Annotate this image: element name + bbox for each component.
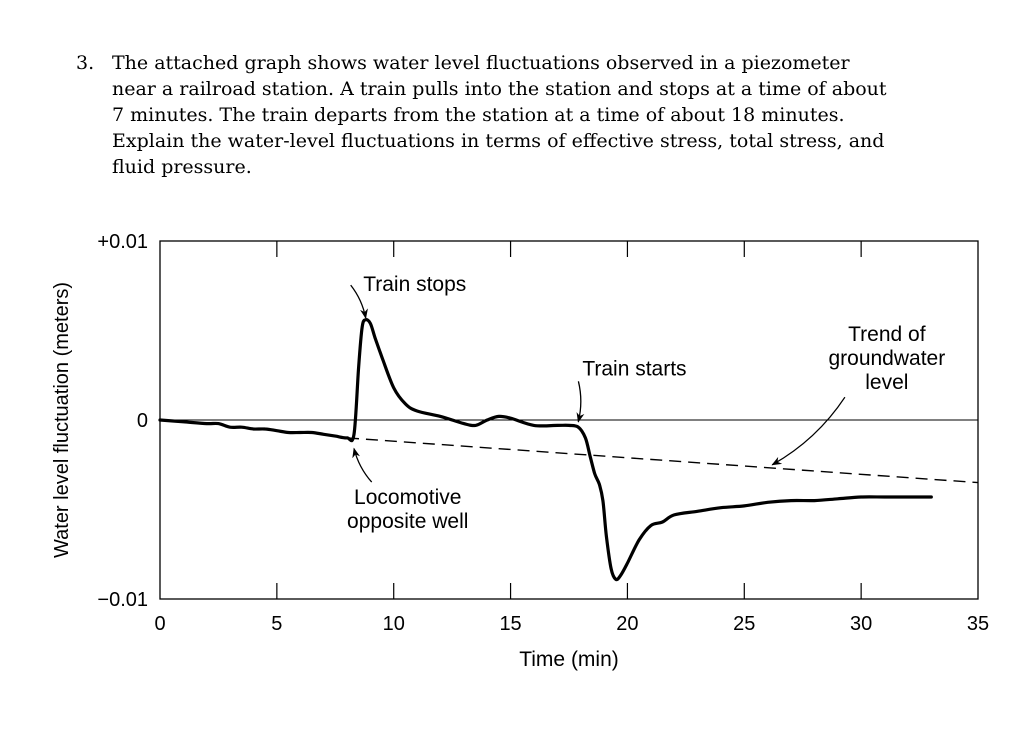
annotation-text-line: groundwater <box>828 347 945 370</box>
y-tick-label: −0.01 <box>97 589 148 611</box>
x-tick-label: 0 <box>154 613 165 635</box>
x-tick-label: 35 <box>967 613 989 635</box>
question-line: Explain the water-level fluctuations in … <box>112 130 885 152</box>
question-text: 3. The attached graph shows water level … <box>76 50 976 180</box>
annotation-arrow <box>350 284 368 319</box>
question-line: The attached graph shows water level flu… <box>112 52 850 74</box>
annotation-label: Train starts <box>582 357 686 380</box>
x-tick-label: 20 <box>616 613 638 635</box>
annotation-label: Trend of groundwater level <box>828 323 945 394</box>
annotation-label: Train stops <box>363 273 466 296</box>
y-tick-label: 0 <box>137 410 148 432</box>
annotation-arrow <box>352 447 373 483</box>
y-tick-label: +0.01 <box>97 231 148 253</box>
x-tick-label: 10 <box>383 613 405 635</box>
annotation-text-line: Train starts <box>582 357 686 380</box>
question-line: 7 minutes. The train departs from the st… <box>112 104 845 126</box>
trend-line <box>346 437 979 484</box>
water-level-curve <box>158 318 933 582</box>
annotation-arrow <box>771 396 846 466</box>
annotation-text-line: opposite well <box>347 510 468 533</box>
x-tick-label: 15 <box>499 613 521 635</box>
question-line: near a railroad station. A train pulls i… <box>112 78 887 100</box>
x-axis-label: Time (min) <box>519 648 619 671</box>
annotation-label: Locomotive opposite well <box>347 486 468 533</box>
question-line: fluid pressure. <box>112 156 252 178</box>
annotation-text-line: Train stops <box>363 273 466 296</box>
annotation-text-line: Trend of <box>848 323 926 346</box>
annotation-text-line: level <box>865 371 908 394</box>
y-axis-label: Water level fluctuation (meters) <box>51 282 73 558</box>
question-number: 3. <box>76 52 95 74</box>
x-tick-label: 25 <box>733 613 755 635</box>
annotation-text-line: Locomotive <box>354 486 461 509</box>
annotation-arrow <box>576 381 585 423</box>
x-tick-label: 30 <box>850 613 872 635</box>
x-tick-label: 5 <box>271 613 282 635</box>
